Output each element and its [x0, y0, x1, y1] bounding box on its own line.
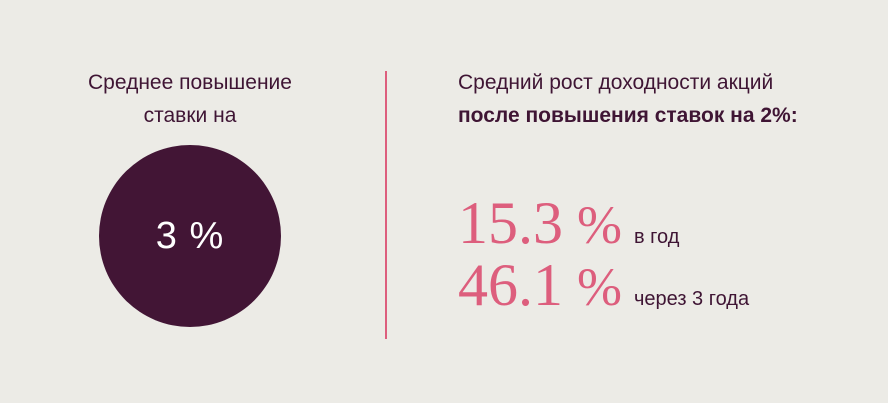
rate-increase-panel: Среднее повышение ставки на 3 %	[40, 0, 340, 403]
rate-increase-heading: Среднее повышение ставки на	[40, 66, 340, 132]
three-year-return-caption: через 3 года	[633, 288, 750, 310]
rate-increase-heading-line1: Среднее повышение	[88, 71, 292, 94]
annual-return-unit: %	[577, 195, 622, 255]
three-year-return-value: 46.1	[458, 252, 563, 318]
stock-returns-panel: Средний рост доходности акций после повы…	[458, 0, 878, 403]
three-year-return-unit: %	[577, 257, 622, 317]
stock-returns-heading-line2: после повышения ставок на 2%:	[458, 104, 798, 127]
rate-increase-circle: 3 %	[99, 145, 281, 327]
annual-return-stat: 15.3 % в год	[458, 190, 679, 256]
stock-returns-heading-line1: Средний рост доходности акций	[458, 71, 774, 94]
annual-return-value: 15.3	[458, 190, 563, 256]
vertical-divider	[385, 71, 387, 339]
rate-increase-value: 3 %	[155, 214, 225, 257]
rate-increase-heading-line2: ставки на	[143, 104, 237, 127]
annual-return-caption: в год	[633, 226, 680, 248]
stock-returns-heading: Средний рост доходности акций после повы…	[458, 66, 798, 132]
three-year-return-stat: 46.1 % через 3 года	[458, 252, 749, 318]
